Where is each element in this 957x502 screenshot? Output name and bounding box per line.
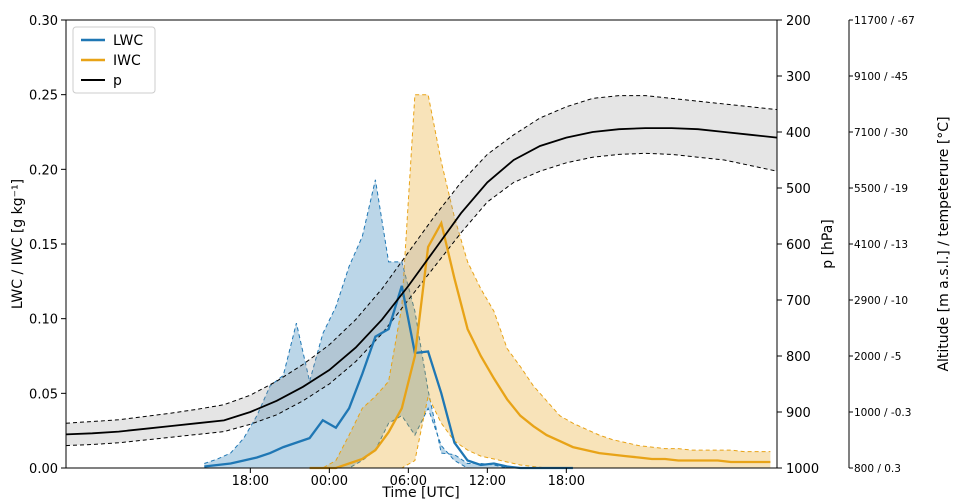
- altitude-temperature-axis-label: Altitude [m a.s.l.] / tempeterure [°C]: [936, 116, 952, 371]
- altitude-tick-label: 4100 / -13: [854, 239, 908, 251]
- pressure-tick-label: 200: [786, 14, 811, 29]
- iwc-band: [309, 94, 771, 468]
- legend: LWC IWC p: [72, 26, 156, 94]
- altitude-tick-label: 1000 / -0.3: [854, 407, 911, 419]
- pressure-tick-label: 400: [786, 126, 811, 141]
- iwc-line: [309, 219, 771, 470]
- pressure-tick-label: 800: [786, 350, 811, 365]
- x-axis: 18:00 00:00 06:00 12:00 18:00: [232, 468, 585, 489]
- y-axis-pressure: 200 300 400 500 600 700 800 900 1000: [777, 14, 819, 477]
- pressure-tick-label: 500: [786, 182, 811, 197]
- lwc-band: [204, 179, 573, 469]
- y-tick-label: 0.25: [29, 89, 58, 104]
- y-tick-label: 0.20: [29, 163, 58, 178]
- y-tick-label: 0.15: [29, 238, 58, 253]
- x-tick-label: 06:00: [390, 474, 427, 489]
- altitude-tick-label: 2900 / -10: [854, 295, 908, 307]
- series-lines: [65, 127, 778, 470]
- altitude-tick-label: 800 / 0.3: [854, 463, 901, 475]
- iwc-upper-bound: [309, 94, 771, 469]
- y-axis-label: LWC / IWC [g kg⁻¹]: [10, 179, 26, 309]
- legend-box: [72, 26, 156, 94]
- altitude-tick-label: 5500 / -19: [854, 183, 908, 195]
- y-tick-label: 0.30: [29, 14, 58, 29]
- altitude-tick-label: 7100 / -30: [854, 127, 908, 139]
- lwc-line: [204, 285, 573, 470]
- x-tick-label: 18:00: [548, 474, 585, 489]
- p-line: [65, 127, 778, 436]
- pressure-tick-label: 300: [786, 70, 811, 85]
- pressure-tick-label: 600: [786, 238, 811, 253]
- altitude-tick-label: 11700 / -67: [854, 15, 915, 27]
- y-axis-left: 0.00 0.05 0.10 0.15 0.20 0.25 0.30: [29, 14, 66, 477]
- pressure-tick-label: 900: [786, 406, 811, 421]
- legend-label-lwc: LWC: [113, 33, 143, 49]
- y-axis-altitude-temperature: 11700 / -67 9100 / -45 7100 / -30 5500 / -1…: [848, 15, 915, 475]
- altitude-tick-label: 9100 / -45: [854, 71, 908, 83]
- legend-label-iwc: IWC: [113, 53, 141, 69]
- pressure-axis-label: p [hPa]: [820, 219, 836, 269]
- x-tick-label: 18:00: [232, 474, 269, 489]
- y-tick-label: 0.10: [29, 313, 58, 328]
- p-band: [66, 95, 777, 446]
- y-tick-label: 0.00: [29, 462, 58, 477]
- y-tick-label: 0.05: [29, 387, 58, 402]
- legend-label-p: p: [113, 73, 122, 89]
- x-tick-label: 00:00: [311, 474, 348, 489]
- p-upper-bound: [65, 95, 778, 424]
- x-axis-label: Time [UTC]: [381, 485, 459, 501]
- altitude-tick-label: 2000 / -5: [854, 351, 901, 363]
- pressure-tick-label: 1000: [786, 462, 819, 477]
- uncertainty-bands: [65, 94, 778, 469]
- pressure-tick-label: 700: [786, 294, 811, 309]
- x-tick-label: 12:00: [469, 474, 506, 489]
